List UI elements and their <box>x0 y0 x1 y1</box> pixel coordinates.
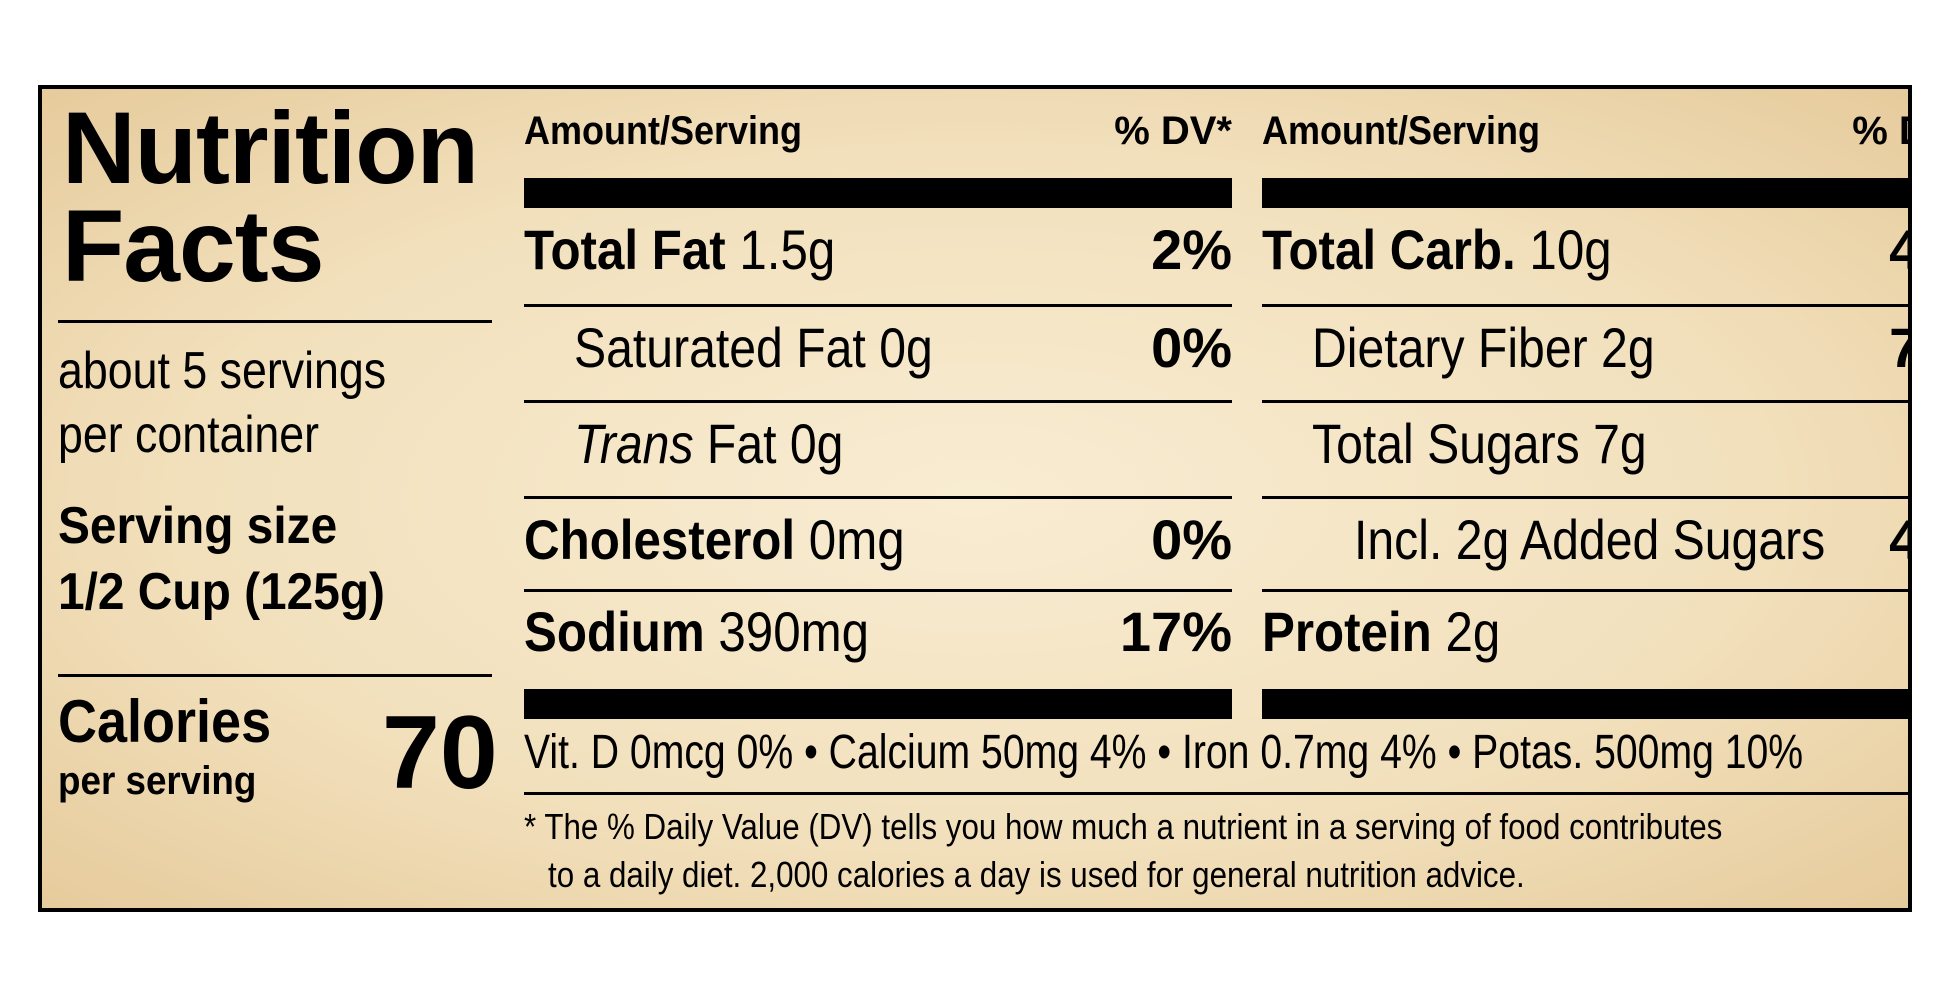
row-dietary-fiber: Dietary Fiber 2g <box>1312 316 1655 379</box>
dv-total-fat: 2% <box>1151 218 1232 281</box>
dv-sodium: 17% <box>1119 600 1232 663</box>
thick-bar-top-right <box>1262 178 1908 208</box>
divider-row-2-right <box>1262 400 1908 403</box>
divider-row-2-left <box>524 400 1232 403</box>
title-line-2: Facts <box>62 189 324 303</box>
calories-value: 70 <box>382 695 498 811</box>
thick-bar-top-left <box>524 178 1232 208</box>
dv-dietary-fiber: 7% <box>1889 315 1908 380</box>
nutrient-table-left: Amount/Serving % DV* Total Fat 1.5g 2% S… <box>524 89 1232 789</box>
title-line-1: Nutrition <box>62 91 479 205</box>
serving-size-label: Serving size <box>58 497 338 555</box>
calories-per-serving: per serving <box>58 757 274 805</box>
servings-line-1: about 5 servings <box>58 342 387 400</box>
nutrient-table-right: Amount/Serving % DV* Total Carb. 10g 4% … <box>1262 89 1908 789</box>
divider-serving <box>58 674 492 677</box>
calories-label: Calories <box>58 689 295 755</box>
thick-bar-bottom-left <box>524 689 1232 719</box>
dv-added-sugars: 4% <box>1889 507 1908 572</box>
calories-text: Calories <box>58 688 272 755</box>
vitamins-minerals: Vit. D 0mcg 0% • Calcium 50mg 4% • Iron … <box>524 726 1804 779</box>
header-amount-right: Amount/Serving <box>1262 109 1541 153</box>
row-total-sugars: Total Sugars 7g <box>1312 412 1647 475</box>
row-added-sugars: Incl. 2g Added Sugars <box>1354 508 1826 571</box>
row-sodium: Sodium 390mg <box>524 600 870 663</box>
nutrition-facts-label: Nutrition Facts about 5 servings per con… <box>38 85 1912 912</box>
divider-title <box>58 320 492 323</box>
footnote-line-2: to a daily diet. 2,000 calories a day is… <box>548 854 1525 895</box>
serving-size: Serving size 1/2 Cup (125g) <box>58 493 413 625</box>
servings-line-2: per container <box>58 406 320 464</box>
dv-cholesterol: 0% <box>1151 508 1232 571</box>
divider-row-3-left <box>524 496 1232 499</box>
footnote: * The % Daily Value (DV) tells you how m… <box>524 803 1901 899</box>
row-protein: Protein 2g <box>1262 600 1501 663</box>
row-trans-fat: Trans Fat 0g <box>574 412 844 475</box>
nutrition-facts-title: Nutrition Facts <box>62 91 479 303</box>
dv-total-carb: 4% <box>1889 217 1908 282</box>
servings-per-container: about 5 servings per container <box>58 339 440 467</box>
header-amount-left: Amount/Serving <box>524 109 803 153</box>
footnote-line-1: * The % Daily Value (DV) tells you how m… <box>524 806 1723 847</box>
row-total-fat: Total Fat 1.5g <box>524 218 836 281</box>
calories-sub-text: per serving <box>58 759 257 803</box>
divider-vitamins <box>524 792 1908 795</box>
thick-bar-bottom-right <box>1262 689 1908 719</box>
divider-row-1-left <box>524 304 1232 307</box>
divider-row-4-right <box>1262 589 1908 592</box>
row-saturated-fat: Saturated Fat 0g <box>574 316 933 379</box>
row-total-carb: Total Carb. 10g <box>1262 218 1612 281</box>
divider-row-1-right <box>1262 304 1908 307</box>
header-dv-right: % DV* <box>1852 109 1908 153</box>
header-dv-left: % DV* <box>1114 109 1232 153</box>
divider-row-3-right <box>1262 496 1908 499</box>
serving-size-value: 1/2 Cup (125g) <box>58 563 385 621</box>
dv-saturated-fat: 0% <box>1151 316 1232 379</box>
row-cholesterol: Cholesterol 0mg <box>524 508 905 571</box>
divider-row-4-left <box>524 589 1232 592</box>
